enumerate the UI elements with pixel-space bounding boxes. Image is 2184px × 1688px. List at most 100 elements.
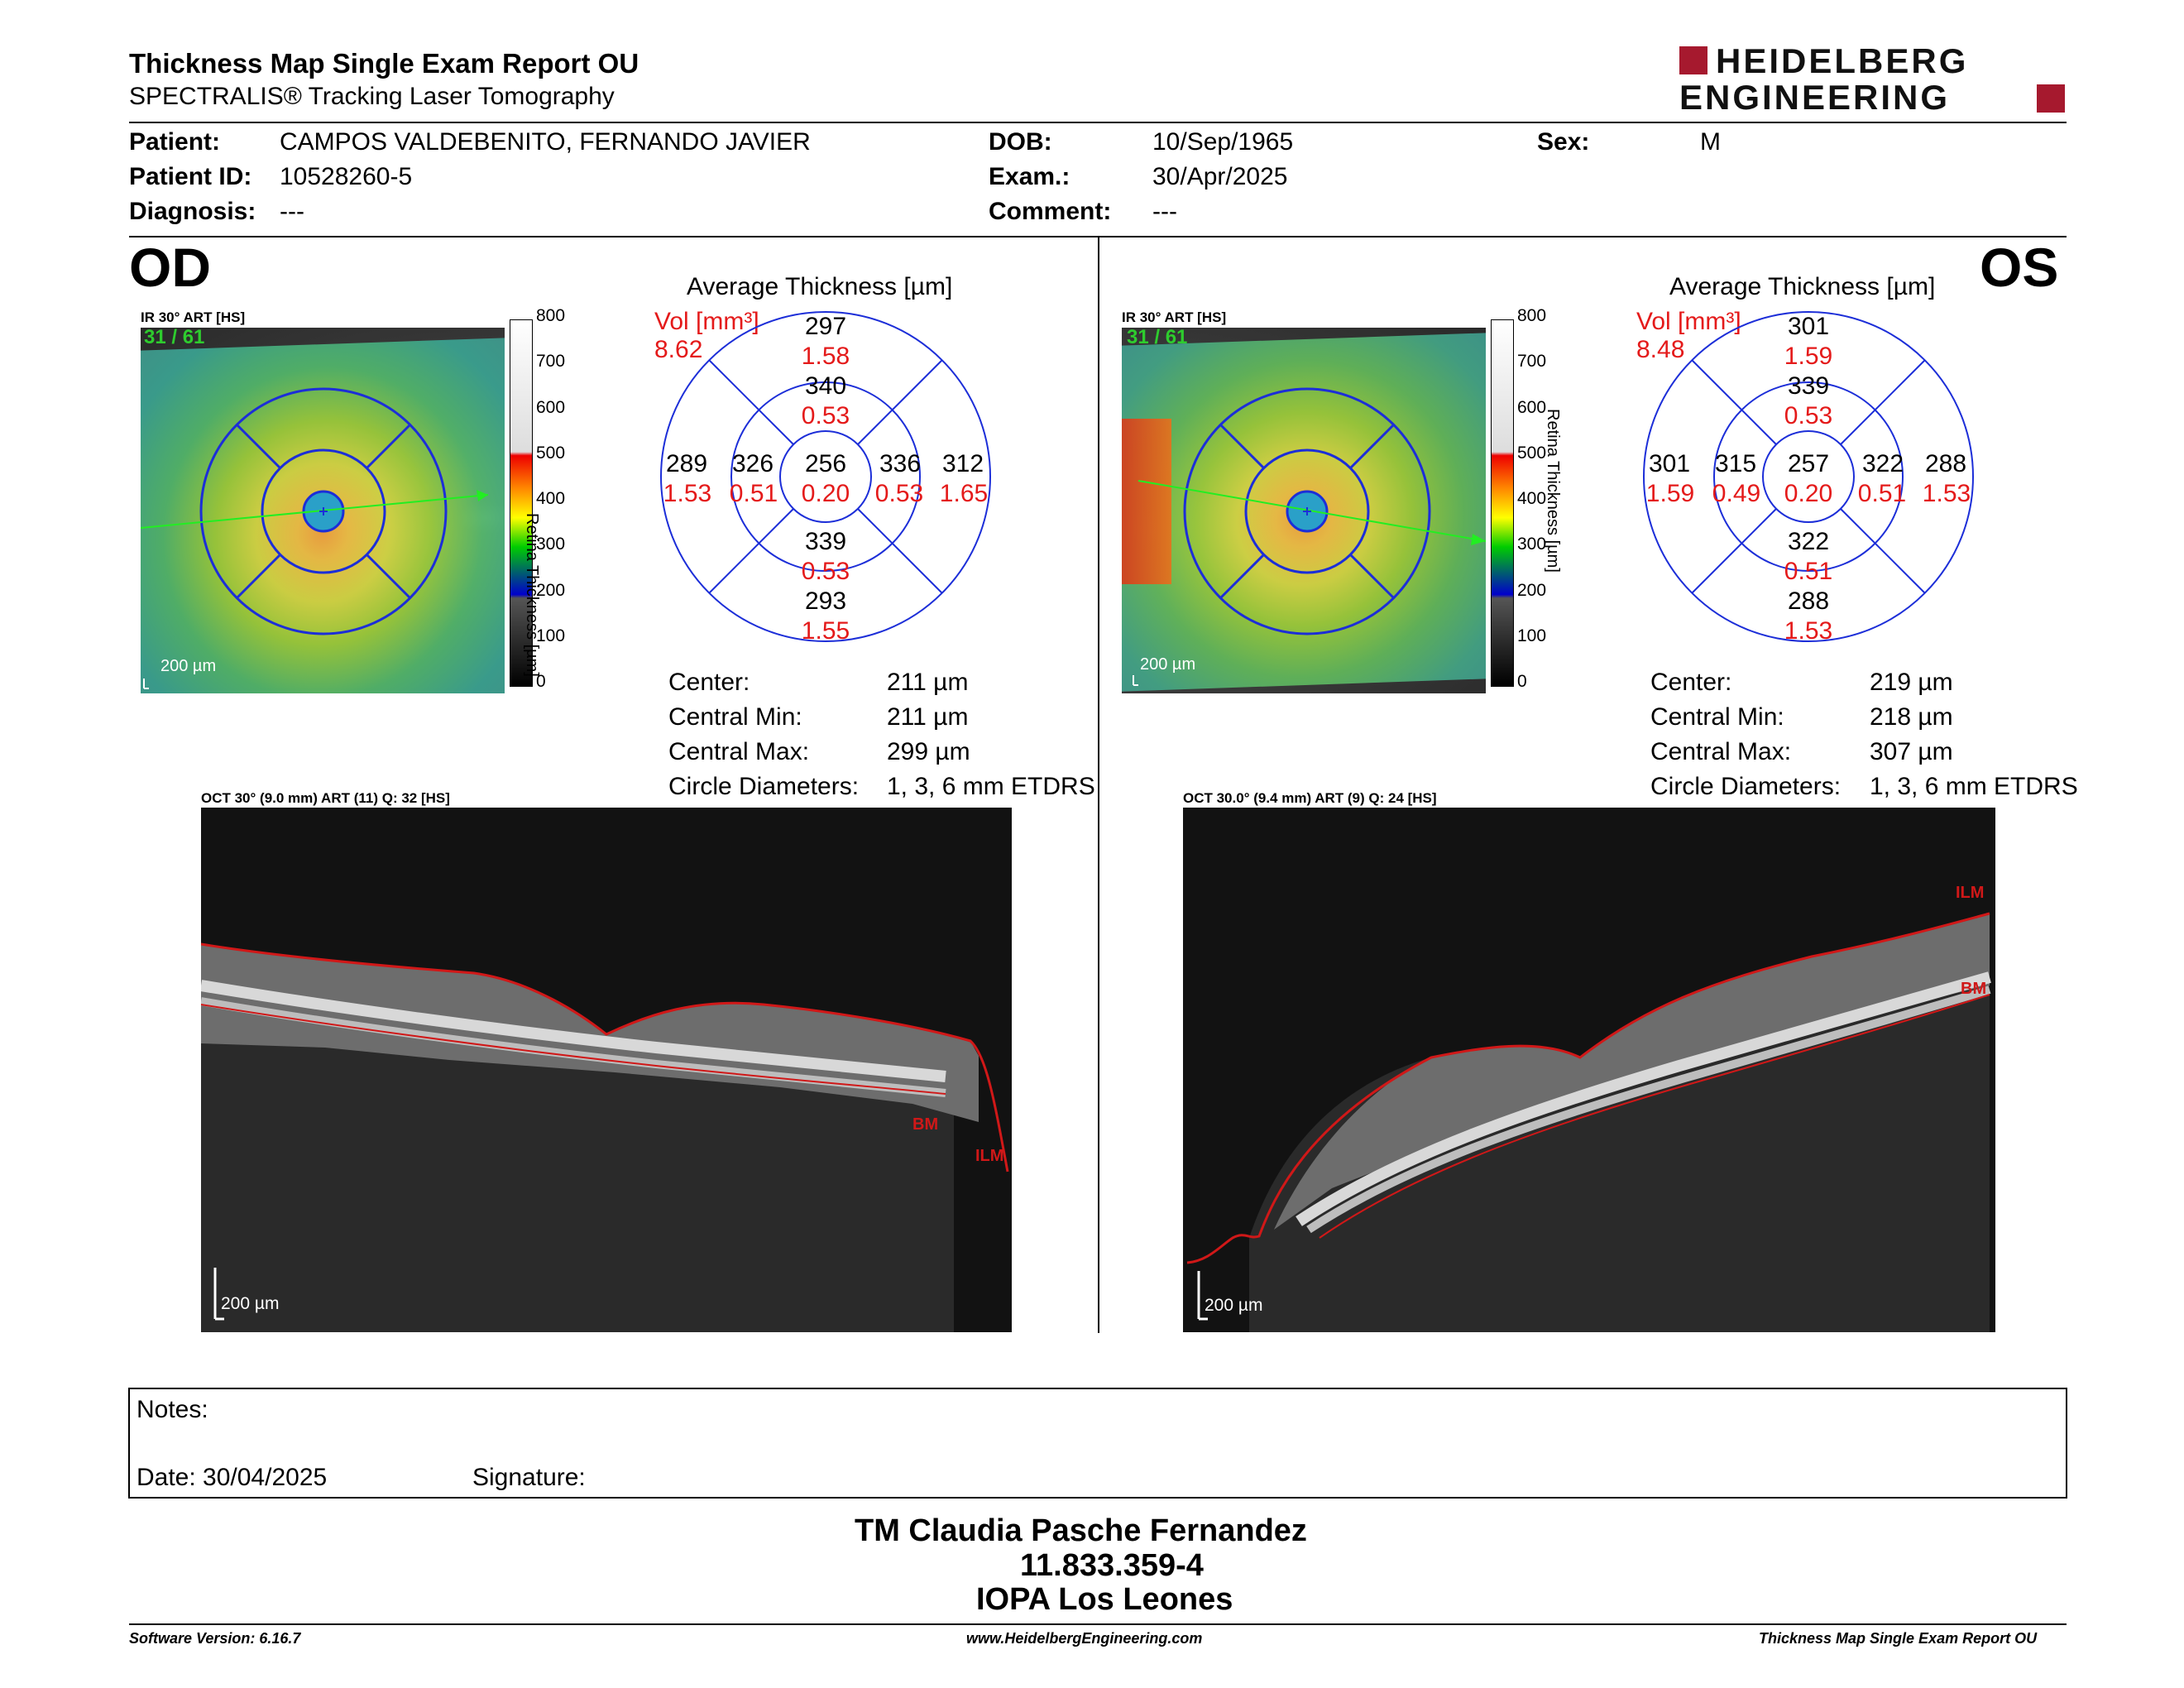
os-oct-scan: ILM BM 200 µm bbox=[1183, 808, 1995, 1332]
od-stat-value: 299 µm bbox=[887, 738, 970, 765]
os-center-volume: 0.20 bbox=[1784, 480, 1833, 507]
signature-label: Signature: bbox=[472, 1464, 586, 1491]
os-colorbar-tick: 0 bbox=[1517, 672, 1527, 691]
os-inner-inferior-thickness: 322 bbox=[1787, 528, 1830, 555]
od-inner-superior-volume: 0.53 bbox=[801, 402, 850, 429]
os-stat-label: Central Min: bbox=[1650, 703, 1784, 731]
od-oct-scale: 200 µm bbox=[221, 1294, 280, 1313]
od-bm-label: BM bbox=[912, 1115, 939, 1134]
od-colorbar-tick: 600 bbox=[536, 397, 566, 417]
od-stat-value: 211 µm bbox=[887, 703, 969, 731]
comment-label: Comment: bbox=[989, 198, 1112, 225]
os-center-thickness: 257 bbox=[1787, 450, 1830, 477]
os-inner-superior-thickness: 339 bbox=[1787, 372, 1830, 400]
website-link[interactable]: www.HeidelbergEngineering.com bbox=[966, 1630, 1203, 1647]
os-outer-superior-thickness: 301 bbox=[1787, 313, 1830, 340]
os-inner-right-thickness: 322 bbox=[1861, 450, 1904, 477]
report-title: Thickness Map Single Exam Report OU bbox=[129, 48, 639, 79]
od-outer-left-thickness: 289 bbox=[665, 450, 708, 477]
od-vol-value: 8.62 bbox=[654, 336, 703, 363]
os-colorbar-tick: 600 bbox=[1517, 397, 1547, 417]
os-outer-superior-volume: 1.59 bbox=[1784, 343, 1833, 370]
os-colorbar-tick: 700 bbox=[1517, 352, 1547, 372]
od-stat-label: Center: bbox=[668, 669, 750, 696]
comment-value: --- bbox=[1152, 198, 1177, 225]
report-subtitle: SPECTRALIS® Tracking Laser Tomography bbox=[129, 83, 615, 110]
od-inner-right-thickness: 336 bbox=[879, 450, 922, 477]
od-stat-label: Circle Diameters: bbox=[668, 773, 860, 800]
os-ilm-label: ILM bbox=[1956, 884, 1985, 902]
os-colorbar-tick: 100 bbox=[1517, 626, 1547, 645]
os-etdrs-chart: 301 1.59 339 0.53 257 0.20 315 0.49 322 … bbox=[1641, 309, 1976, 645]
od-colorbar-tick: 500 bbox=[536, 443, 566, 463]
os-outer-inferior-volume: 1.53 bbox=[1784, 617, 1833, 645]
os-inner-inferior-volume: 0.51 bbox=[1784, 558, 1833, 585]
od-inner-left-thickness: 326 bbox=[731, 450, 774, 477]
os-color-scale bbox=[1491, 319, 1514, 687]
od-colorbar-tick: 0 bbox=[536, 672, 546, 691]
heidelberg-logo: HEIDELBERG ENGINEERING bbox=[1679, 41, 2065, 117]
od-inner-inferior-thickness: 339 bbox=[804, 528, 847, 555]
od-center-volume: 0.20 bbox=[801, 480, 850, 507]
od-colorbar-tick: 400 bbox=[536, 489, 566, 508]
sex-label: Sex: bbox=[1537, 128, 1590, 156]
os-stat-value: 218 µm bbox=[1870, 703, 1953, 731]
od-colorbar-tick: 300 bbox=[536, 535, 566, 554]
od-vol-label: Vol [mm³] bbox=[654, 308, 759, 335]
od-fundus-image: 31 / 61 200 µm bbox=[141, 328, 505, 693]
os-stat-label: Central Max: bbox=[1650, 738, 1792, 765]
os-outer-right-thickness: 288 bbox=[1924, 450, 1967, 477]
os-vol-label: Vol [mm³] bbox=[1636, 308, 1741, 335]
os-frame-counter: 31 / 61 bbox=[1127, 328, 1188, 348]
date-label: Date: 30/04/2025 bbox=[136, 1464, 328, 1491]
od-inner-superior-thickness: 340 bbox=[804, 372, 847, 400]
od-colorbar-tick: 200 bbox=[536, 580, 566, 600]
os-inner-left-volume: 0.49 bbox=[1712, 480, 1761, 507]
od-frame-counter: 31 / 61 bbox=[144, 328, 205, 348]
os-oct-label: OCT 30.0° (9.4 mm) ART (9) Q: 24 [HS] bbox=[1183, 790, 1437, 806]
os-oct-scale: 200 µm bbox=[1205, 1296, 1263, 1315]
od-fundus-scale: 200 µm bbox=[160, 657, 217, 675]
os-bm-label: BM bbox=[1961, 980, 1987, 998]
od-oct-label: OCT 30° (9.0 mm) ART (11) Q: 32 [HS] bbox=[201, 790, 450, 806]
od-outer-inferior-volume: 1.55 bbox=[801, 617, 850, 645]
os-colorbar-label: Retina Thickness [µm] bbox=[1544, 409, 1562, 573]
signer-institution: IOPA Los Leones bbox=[976, 1582, 1233, 1617]
od-stat-value: 211 µm bbox=[887, 669, 969, 696]
os-ir-label: IR 30° ART [HS] bbox=[1122, 309, 1227, 325]
sex-value: M bbox=[1700, 128, 1721, 156]
patient-id: 10528260-5 bbox=[280, 163, 413, 190]
od-outer-inferior-thickness: 293 bbox=[804, 587, 847, 615]
patient-name: CAMPOS VALDEBENITO, FERNANDO JAVIER bbox=[280, 128, 811, 156]
os-outer-inferior-thickness: 288 bbox=[1787, 587, 1830, 615]
dob-label: DOB: bbox=[989, 128, 1052, 156]
notes-box[interactable]: Notes: Date: 30/04/2025 Signature: bbox=[128, 1388, 2067, 1499]
os-fundus-scale: 200 µm bbox=[1140, 655, 1196, 674]
os-stat-value: 307 µm bbox=[1870, 738, 1953, 765]
diagnosis-label: Diagnosis: bbox=[129, 198, 256, 225]
os-colorbar-tick: 500 bbox=[1517, 443, 1547, 463]
footer-report-title: Thickness Map Single Exam Report OU bbox=[1759, 1630, 2038, 1647]
od-inner-inferior-volume: 0.53 bbox=[801, 558, 850, 585]
od-oct-scan: BM ILM 200 µm bbox=[201, 808, 1012, 1332]
od-inner-right-volume: 0.53 bbox=[874, 480, 924, 507]
od-outer-right-volume: 1.65 bbox=[939, 480, 989, 507]
os-colorbar-tick: 300 bbox=[1517, 535, 1547, 554]
od-colorbar-tick: 100 bbox=[536, 626, 566, 645]
os-colorbar-tick: 400 bbox=[1517, 489, 1547, 508]
patient-id-label: Patient ID: bbox=[129, 163, 252, 190]
od-colorbar-tick: 700 bbox=[536, 352, 566, 372]
os-outer-left-thickness: 301 bbox=[1648, 450, 1691, 477]
software-version: Software Version: 6.16.7 bbox=[129, 1630, 301, 1647]
os-eye-label: OS bbox=[1980, 237, 2059, 298]
os-outer-right-volume: 1.53 bbox=[1922, 480, 1971, 507]
od-etdrs-chart: 297 1.58 340 0.53 256 0.20 326 0.51 336 … bbox=[659, 309, 993, 645]
os-colorbar-tick: 200 bbox=[1517, 580, 1547, 600]
os-fundus-image: 31 / 61 200 µm bbox=[1122, 328, 1486, 693]
os-inner-left-thickness: 315 bbox=[1714, 450, 1757, 477]
od-color-scale bbox=[510, 319, 533, 687]
exam-label: Exam.: bbox=[989, 163, 1070, 190]
od-outer-superior-thickness: 297 bbox=[804, 313, 847, 340]
od-avg-title: Average Thickness [µm] bbox=[687, 273, 953, 300]
os-inner-superior-volume: 0.53 bbox=[1784, 402, 1833, 429]
